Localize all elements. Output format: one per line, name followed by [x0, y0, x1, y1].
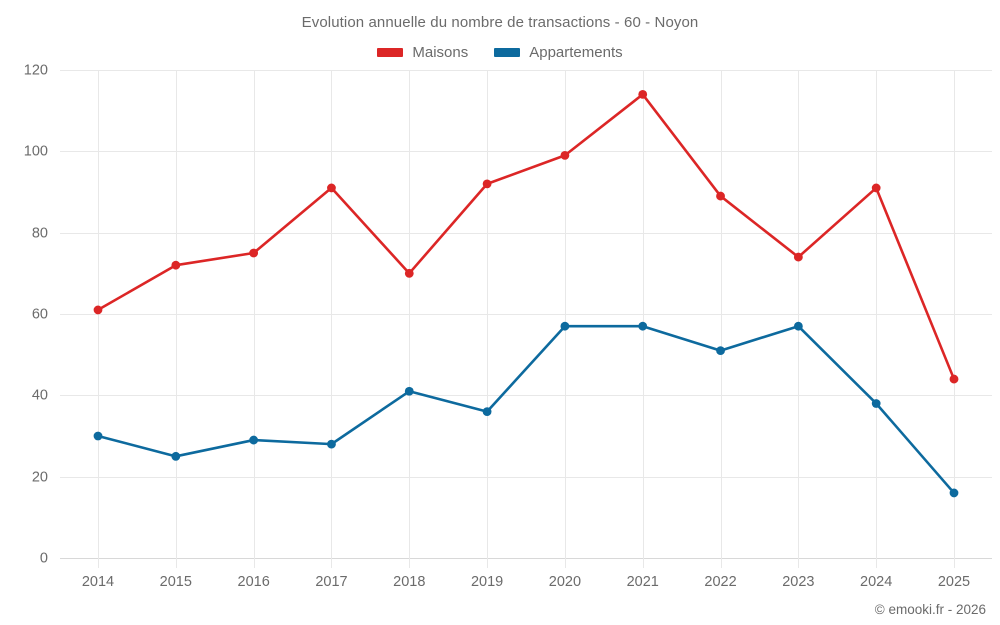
data-point-maisons-2019[interactable]: Maisons 2019: 92 — [482, 179, 492, 189]
y-tick-label-80: 80 — [32, 225, 48, 241]
x-tick-label-2014: 2014 — [82, 574, 114, 590]
data-point-appartements-2014[interactable]: Appartements 2014: 30 — [93, 431, 103, 441]
data-point-appartements-2021[interactable]: Appartements 2021: 57 — [638, 321, 648, 331]
data-point-appartements-2017[interactable]: Appartements 2017: 28 — [327, 439, 336, 449]
data-point-maisons-2020[interactable]: Maisons 2020: 99 — [560, 151, 570, 160]
x-tick-label-2020: 2020 — [549, 574, 581, 590]
data-point-appartements-2018[interactable]: Appartements 2018: 41 — [404, 386, 414, 396]
data-point-maisons-2023[interactable]: Maisons 2023: 74 — [793, 252, 803, 262]
data-point-appartements-2022[interactable]: Appartements 2022: 51 — [716, 346, 725, 355]
series-line-maisons — [96, 93, 956, 381]
x-tick-label-2018: 2018 — [393, 574, 425, 590]
chart-title: Evolution annuelle du nombre de transact… — [301, 14, 699, 31]
data-point-maisons-2022[interactable]: Maisons 2022: 89 — [716, 191, 725, 201]
data-point-appartements-2016[interactable]: Appartements 2016: 29 — [249, 435, 259, 445]
y-tick-label-0: 0 — [40, 550, 48, 566]
y-tick-label-40: 40 — [32, 387, 48, 403]
data-point-maisons-2024[interactable]: Maisons 2024: 91 — [871, 183, 881, 193]
x-tick-label-2019: 2019 — [471, 574, 503, 590]
legend-item-appartements[interactable]: Appartements — [494, 44, 623, 61]
y-tick-label-20: 20 — [32, 469, 48, 485]
y-tick-label-120: 120 — [24, 62, 48, 78]
horizontal-gridlines — [60, 70, 992, 559]
legend-label-appartements: Appartements — [529, 44, 623, 61]
x-tick-label-2017: 2017 — [315, 574, 347, 590]
data-point-appartements-2023[interactable]: Appartements 2023: 57 — [793, 321, 803, 331]
data-point-maisons-2016[interactable]: Maisons 2016: 75 — [249, 248, 259, 258]
y-tick-label-60: 60 — [32, 306, 48, 322]
chart-legend: Maisons Appartements — [0, 44, 1000, 61]
series-lines — [96, 93, 956, 495]
legend-item-maisons[interactable]: Maisons — [377, 44, 468, 61]
x-tick-label-2024: 2024 — [860, 574, 892, 590]
vertical-gridlines — [98, 70, 955, 568]
series-markers: Maisons 2014: 61 Maisons 2015: 72 Maisons … — [93, 90, 959, 498]
data-point-maisons-2025[interactable]: Maisons 2025: 44 — [949, 374, 959, 384]
y-tick-label-100: 100 — [24, 143, 48, 159]
x-tick-label-2025: 2025 — [938, 574, 970, 590]
data-point-appartements-2025[interactable]: Appartements 2025: 16 — [949, 488, 959, 498]
x-tick-label-2023: 2023 — [782, 574, 814, 590]
data-point-appartements-2019[interactable]: Appartements 2019: 36 — [482, 407, 492, 416]
data-point-appartements-2024[interactable]: Appartements 2024: 38 — [871, 399, 881, 408]
x-tick-label-2016: 2016 — [238, 574, 270, 590]
legend-swatch-appartements — [494, 48, 521, 57]
data-point-maisons-2014[interactable]: Maisons 2014: 61 — [93, 305, 103, 315]
data-point-maisons-2017[interactable]: Maisons 2017: 91 — [327, 183, 336, 193]
legend-swatch-maisons — [377, 48, 404, 57]
series-line-appartements — [96, 324, 956, 495]
footer-credit: © emooki.fr - 2026 — [874, 602, 986, 617]
x-axis-tick-labels: 2014 2015 2016 2017 2018 2019 2020 2021 2022 2023… — [82, 574, 970, 590]
y-axis-tick-labels: 0 20 40 60 80 100 120 — [24, 62, 48, 566]
data-point-appartements-2020[interactable]: Appartements 2020: 57 — [560, 321, 570, 331]
legend-label-maisons: Maisons — [412, 44, 469, 61]
x-tick-label-2022: 2022 — [704, 574, 736, 590]
data-point-maisons-2021[interactable]: Maisons 2021: 114 — [638, 90, 648, 99]
data-point-maisons-2015[interactable]: Maisons 2015: 72 — [171, 260, 181, 270]
x-tick-label-2021: 2021 — [627, 574, 659, 590]
x-tick-label-2015: 2015 — [160, 574, 192, 590]
data-point-maisons-2018[interactable]: Maisons 2018: 70 — [404, 268, 414, 278]
data-point-appartements-2015[interactable]: Appartements 2015: 25 — [171, 451, 181, 461]
